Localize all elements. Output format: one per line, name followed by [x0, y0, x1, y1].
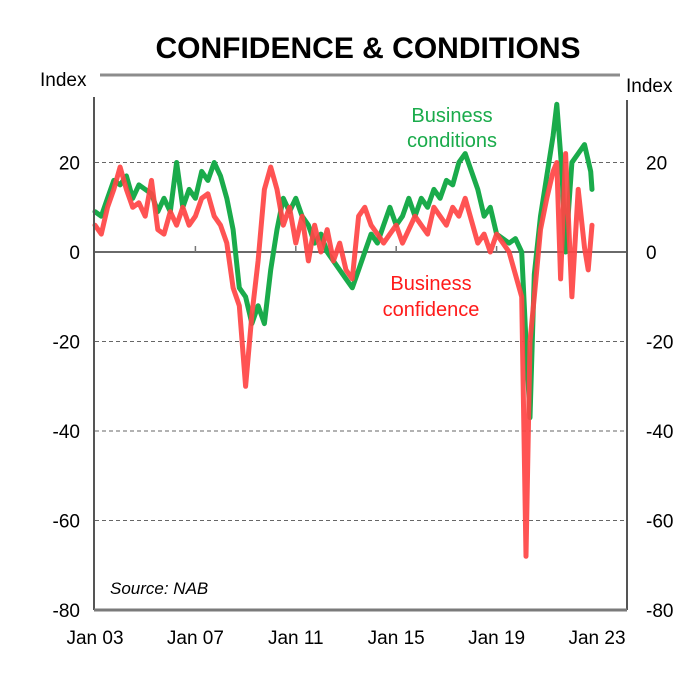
y-ticks-left: -80 -60 -40 -20 0 20	[53, 154, 80, 623]
x-tick-label: Jan 03	[66, 628, 123, 649]
y-tick-label-right: 20	[646, 154, 667, 175]
y-tick-label-left: -60	[53, 512, 80, 533]
y-axis-label-right: Index	[626, 76, 673, 97]
series-layer	[92, 101, 595, 559]
x-tick-label: Jan 07	[167, 628, 224, 649]
x-tick-label: Jan 15	[368, 628, 425, 649]
x-tick-label: Jan 11	[268, 628, 324, 649]
y-tick-label-right: -60	[646, 512, 673, 533]
y-tick-label-left: 20	[59, 154, 80, 175]
y-tick-label-right: 0	[646, 243, 657, 264]
series-line-business-confidence	[92, 151, 595, 559]
confidence-label-line1: Business	[390, 273, 471, 295]
y-tick-label-right: -20	[646, 333, 673, 354]
y-tick-label-left: -80	[53, 601, 80, 622]
y-tick-label-left: -40	[53, 422, 80, 443]
conditions-label-line2: conditions	[407, 130, 497, 152]
y-tick-label-right: -40	[646, 422, 673, 443]
confidence-label-line2: confidence	[383, 299, 480, 321]
y-tick-label-right: -80	[646, 601, 673, 622]
x-tick-label: Jan 19	[468, 628, 525, 649]
y-tick-label-left: -20	[53, 333, 80, 354]
chart-title: CONFIDENCE & CONDITIONS	[155, 32, 580, 65]
y-axis-label-left: Index	[40, 70, 87, 91]
y-ticks-right: -80 -60 -40 -20 0 20	[646, 154, 673, 623]
source-note: Source: NAB	[110, 579, 208, 598]
conditions-label-line1: Business	[411, 105, 492, 127]
x-tick-label: Jan 23	[568, 628, 625, 649]
series-line-business-conditions	[92, 101, 595, 421]
x-ticks: Jan 03 Jan 07 Jan 11 Jan 15 Jan 19 Jan 23	[66, 246, 626, 649]
y-tick-label-left: 0	[69, 243, 80, 264]
